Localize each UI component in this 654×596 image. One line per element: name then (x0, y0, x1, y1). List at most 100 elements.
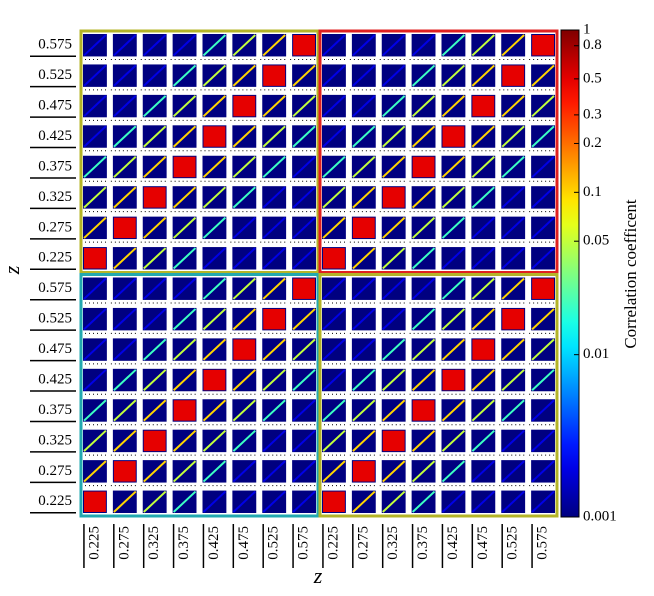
panel-cell (113, 461, 136, 482)
panel-cell (233, 339, 256, 360)
x-tick-label: 0.425 (206, 526, 222, 560)
colorbar (560, 29, 580, 518)
panel-streak (441, 490, 466, 513)
panel-cell (84, 491, 106, 512)
panel-streak (322, 186, 346, 209)
panel-streak (441, 95, 466, 118)
panel-streak (292, 95, 316, 118)
y-tick-label: 0.375 (38, 402, 72, 418)
panel-streak (382, 460, 406, 483)
panel-streak (382, 338, 406, 361)
panel-cell (113, 217, 136, 239)
panel-streak (143, 308, 167, 331)
panel-streak (382, 399, 406, 422)
panel-streak (113, 429, 137, 452)
panel-streak (531, 95, 555, 118)
panel-streak (172, 490, 197, 513)
panel-streak (232, 308, 256, 331)
panel-streak (441, 308, 466, 331)
panel-streak (143, 490, 167, 513)
panel-cell (173, 400, 196, 421)
panel-streak (441, 216, 466, 239)
panel-streak (292, 399, 316, 422)
panel-streak (531, 338, 555, 361)
panel-streak (232, 429, 256, 452)
panel-streak (501, 277, 525, 300)
block-outline (79, 29, 320, 274)
panel-streak (411, 186, 436, 209)
x-tick-label: 0.575 (296, 526, 312, 560)
y-axis-label: z (0, 265, 24, 275)
panel-streak (202, 277, 227, 300)
panel-streak (262, 95, 286, 118)
panel-streak (113, 95, 137, 118)
panel-streak (382, 247, 406, 270)
panel-streak (292, 429, 316, 452)
panel-streak (411, 216, 436, 239)
panel-streak (352, 399, 376, 422)
panel-streak (143, 156, 167, 178)
panel-streak (113, 308, 137, 331)
panel-streak (83, 460, 107, 483)
panel-cell (352, 461, 375, 482)
y-tick-label: 0.275 (38, 463, 72, 479)
panel-cell (263, 65, 286, 86)
panel-cell (502, 308, 525, 330)
panel-streak (382, 95, 406, 118)
panel-streak (471, 429, 495, 452)
panel-streak (441, 247, 466, 270)
panel-streak (352, 490, 376, 513)
panel-streak (441, 338, 466, 361)
panel-streak (471, 156, 495, 178)
panel-streak (172, 125, 197, 148)
panel-streak (352, 338, 376, 361)
panel-cell (472, 339, 495, 360)
panel-streak (501, 216, 525, 239)
colorbar-tick-label: 0.8 (583, 37, 602, 53)
panel-streak (83, 277, 107, 300)
panel-streak (262, 490, 286, 513)
colorbar-tick-label: 0.2 (583, 135, 602, 151)
panel-streak (292, 369, 316, 391)
panel-cell (532, 278, 554, 299)
x-tick-label: 0.525 (505, 526, 521, 560)
panel-streak (382, 216, 406, 239)
panel-streak (262, 125, 286, 148)
panel-streak (143, 460, 167, 483)
panel-streak (113, 338, 137, 361)
panel-streak (202, 216, 227, 239)
panel-streak (352, 95, 376, 118)
panel-streak (531, 216, 555, 239)
panel-streak (411, 277, 436, 300)
x-tick-label: 0.475 (475, 526, 491, 560)
panel-streak (441, 429, 466, 452)
panel-streak (352, 125, 376, 148)
x-tick-label: 0.225 (325, 526, 341, 560)
panel-streak (531, 369, 555, 391)
panel-streak (471, 216, 495, 239)
panel-streak (382, 308, 406, 331)
y-tick-label: 0.225 (38, 250, 72, 266)
panel-cell (173, 156, 196, 178)
panel-streak (471, 277, 495, 300)
panel-streak (113, 369, 137, 391)
panel-streak (471, 125, 495, 148)
panel-streak (441, 186, 466, 209)
panel-streak (411, 247, 436, 270)
panel-cell (203, 369, 226, 391)
panel-streak (531, 429, 555, 452)
panel-streak (322, 156, 346, 178)
panel-streak (262, 369, 286, 391)
panel-cell (352, 217, 375, 239)
panel-cell (412, 156, 435, 178)
panel-streak (113, 156, 137, 178)
colorbar-tick-label: 0.3 (583, 106, 602, 122)
panel-cell (502, 65, 525, 86)
panel-streak (143, 369, 167, 391)
panel-streak (232, 34, 256, 57)
panel-streak (501, 125, 525, 148)
panel-streak (232, 490, 256, 513)
colorbar-tick-label: 0.01 (583, 346, 609, 362)
panel-streak (352, 369, 376, 391)
panel-cell (143, 187, 166, 208)
